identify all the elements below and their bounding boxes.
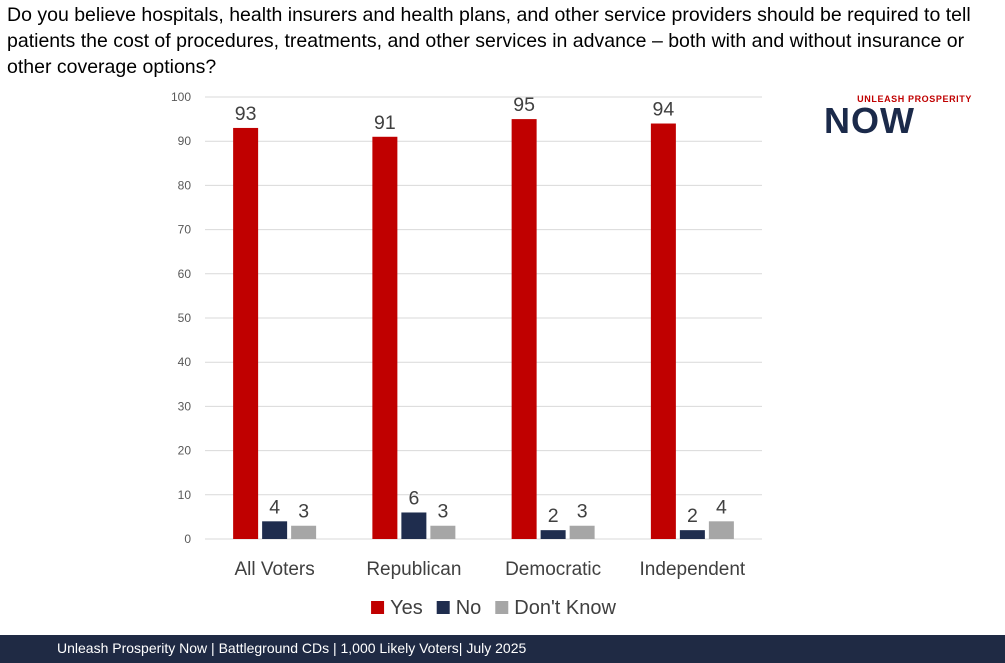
- chart-legend: Yes No Don't Know: [371, 597, 616, 619]
- y-tick-label: 100: [171, 90, 191, 104]
- bar-yes: [650, 123, 676, 540]
- legend-label-don-t-know: Don't Know: [514, 597, 616, 619]
- question-text: Do you believe hospitals, health insurer…: [7, 4, 971, 78]
- data-label-yes: 95: [513, 94, 535, 116]
- data-label-don-t-know: 4: [716, 496, 727, 518]
- footer-text: Unleash Prosperity Now | Battleground CD…: [57, 640, 527, 656]
- data-label-yes: 94: [653, 99, 675, 121]
- y-tick-label: 40: [178, 355, 192, 369]
- y-tick-label: 10: [178, 488, 192, 502]
- data-label-yes: 91: [374, 112, 396, 134]
- data-label-don-t-know: 3: [437, 501, 448, 523]
- y-tick-label: 20: [178, 444, 192, 458]
- footer-bar: Unleash Prosperity Now | Battleground CD…: [0, 635, 1005, 663]
- x-category-label: All Voters: [234, 559, 314, 580]
- legend-label-yes: Yes: [390, 597, 423, 619]
- data-label-no: 4: [269, 496, 280, 518]
- logo-top-text: UNLEASH PROSPERITY: [857, 94, 972, 104]
- bar-no: [401, 512, 427, 539]
- bar-yes: [233, 127, 259, 539]
- y-tick-label: 90: [178, 134, 192, 148]
- x-category-label: Independent: [640, 559, 746, 580]
- y-tick-label: 80: [178, 178, 192, 192]
- data-label-don-t-know: 3: [577, 501, 588, 523]
- unleash-prosperity-now-logo: UNLEASH PROSPERITY NOW: [822, 92, 974, 142]
- legend-label-no: No: [456, 597, 482, 619]
- bar-yes: [511, 119, 537, 539]
- chart-bars: [233, 119, 734, 540]
- bar-no: [540, 530, 566, 539]
- data-label-don-t-know: 3: [298, 501, 309, 523]
- legend-swatch-yes: [371, 601, 385, 614]
- data-label-yes: 93: [235, 103, 257, 125]
- bar-no: [679, 530, 705, 539]
- bar-don-t-know: [708, 521, 734, 539]
- legend-swatch-no: [436, 601, 450, 614]
- y-tick-label: 50: [178, 311, 192, 325]
- x-category-label: Democratic: [505, 559, 601, 580]
- bar-don-t-know: [569, 525, 595, 539]
- bar-don-t-know: [430, 525, 456, 539]
- bar-yes: [372, 136, 398, 539]
- data-label-no: 6: [408, 487, 419, 509]
- data-label-no: 2: [548, 505, 559, 527]
- data-label-no: 2: [687, 505, 698, 527]
- y-axis-ticks: 0 10 20 30 40 50 60 70 80 90 100: [171, 90, 191, 546]
- y-tick-label: 60: [178, 267, 192, 281]
- y-tick-label: 70: [178, 223, 192, 237]
- bar-don-t-know: [291, 525, 317, 539]
- x-category-label: Republican: [366, 559, 461, 580]
- bar-no: [262, 521, 288, 539]
- legend-swatch-don-t-know: [495, 601, 509, 614]
- y-tick-label: 30: [178, 399, 192, 413]
- x-axis-categories: All Voters Republican Democratic Independen…: [234, 559, 745, 580]
- chart-gridlines: [205, 96, 762, 540]
- y-tick-label: 0: [184, 532, 191, 546]
- logo-main-text: NOW: [824, 100, 915, 141]
